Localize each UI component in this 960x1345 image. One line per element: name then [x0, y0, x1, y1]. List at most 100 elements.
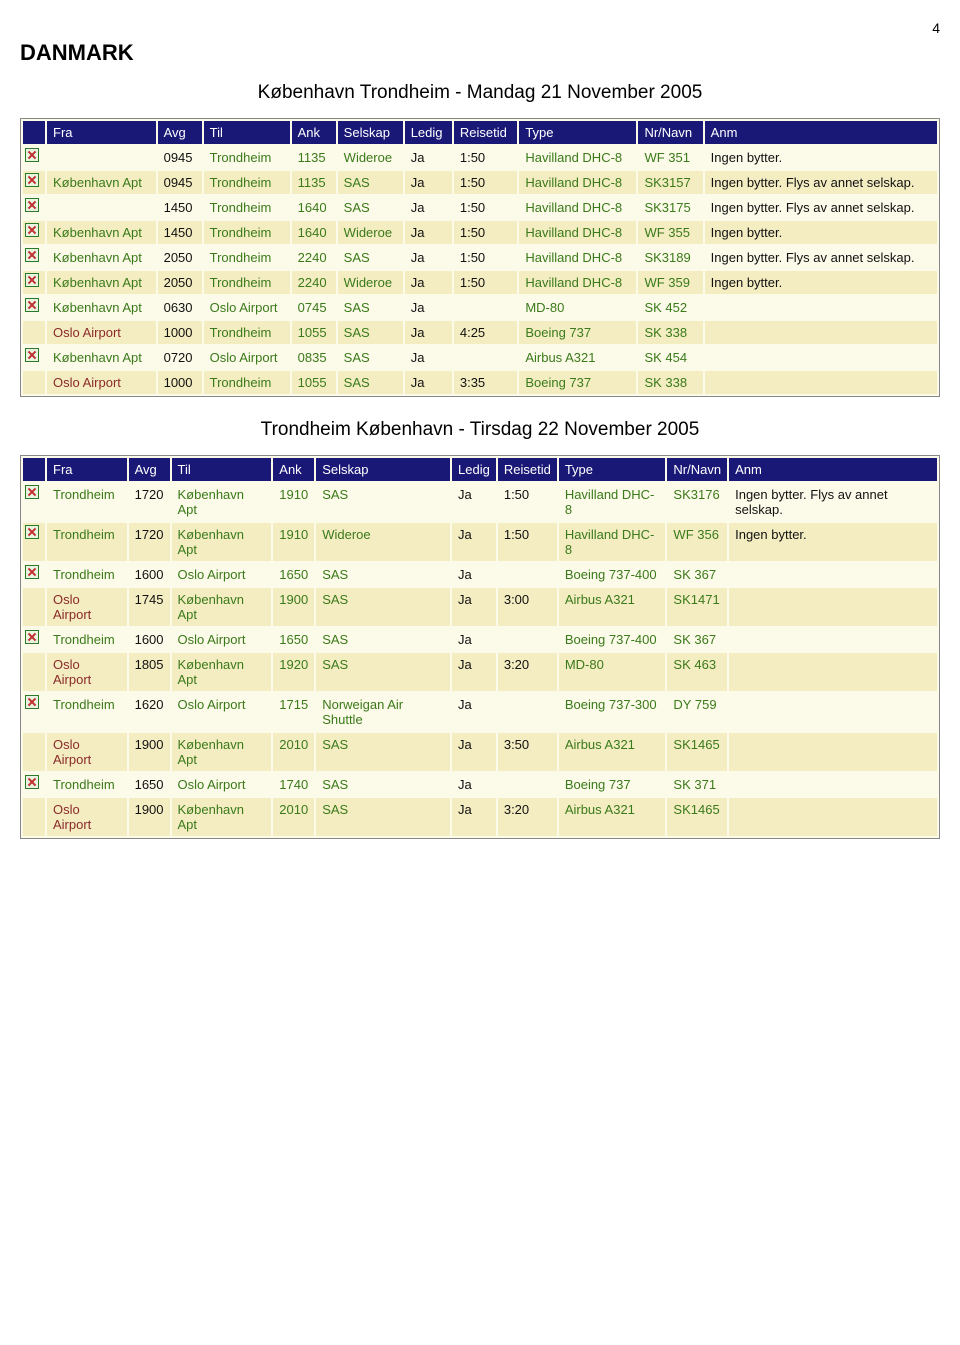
column-header: Nr/Navn: [667, 458, 727, 481]
cell-ank: 1910: [273, 483, 314, 521]
cell-nr: WF 356: [667, 523, 727, 561]
cell-til: Trondheim: [204, 321, 290, 344]
cell-anm: [729, 733, 937, 771]
column-header: Selskap: [316, 458, 450, 481]
table-row: Trondheim1720København Apt1910WideroeJa1…: [23, 523, 937, 561]
cell-nr: DY 759: [667, 693, 727, 731]
cell-nr: SK1465: [667, 733, 727, 771]
cell-avg: 1450: [158, 221, 202, 244]
table-row: København Apt0720Oslo Airport0835SASJaAi…: [23, 346, 937, 369]
table-row: København Apt2050Trondheim2240SASJa1:50H…: [23, 246, 937, 269]
cell-selskap: SAS: [338, 196, 403, 219]
cell-ank: 1055: [292, 371, 336, 394]
cell-icon: [23, 221, 45, 244]
cell-avg: 1720: [129, 523, 170, 561]
cell-ank: 1910: [273, 523, 314, 561]
cell-nr: SK3189: [638, 246, 702, 269]
cell-type: Havilland DHC-8: [519, 196, 636, 219]
marker-icon: [25, 248, 39, 262]
cell-avg: 1650: [129, 773, 170, 796]
cell-fra: Trondheim: [47, 483, 127, 521]
column-header: Reisetid: [498, 458, 557, 481]
cell-reisetid: 1:50: [498, 523, 557, 561]
cell-nr: SK 338: [638, 371, 702, 394]
column-header: Til: [172, 458, 272, 481]
cell-icon: [23, 246, 45, 269]
cell-fra: Oslo Airport: [47, 588, 127, 626]
cell-fra: København Apt: [47, 171, 156, 194]
table-row: København Apt0945Trondheim1135SASJa1:50H…: [23, 171, 937, 194]
cell-selskap: SAS: [316, 588, 450, 626]
cell-ledig: Ja: [452, 733, 496, 771]
cell-ledig: Ja: [452, 483, 496, 521]
cell-icon: [23, 628, 45, 651]
cell-fra: [47, 196, 156, 219]
cell-fra: Trondheim: [47, 523, 127, 561]
cell-reisetid: [498, 773, 557, 796]
cell-anm: [729, 628, 937, 651]
cell-avg: 1450: [158, 196, 202, 219]
cell-selskap: SAS: [338, 321, 403, 344]
column-header: Ledig: [452, 458, 496, 481]
cell-nr: WF 351: [638, 146, 702, 169]
cell-type: Boeing 737-400: [559, 563, 666, 586]
cell-nr: WF 359: [638, 271, 702, 294]
table-row: Trondheim1600Oslo Airport1650SASJaBoeing…: [23, 628, 937, 651]
cell-anm: [729, 653, 937, 691]
column-header: Ledig: [405, 121, 452, 144]
cell-selskap: Wideroe: [338, 221, 403, 244]
cell-selskap: SAS: [316, 563, 450, 586]
marker-icon: [25, 775, 39, 789]
cell-icon: [23, 321, 45, 344]
column-header: Nr/Navn: [638, 121, 702, 144]
cell-reisetid: 1:50: [454, 196, 517, 219]
cell-til: Trondheim: [204, 271, 290, 294]
cell-ank: 1920: [273, 653, 314, 691]
cell-ank: 1640: [292, 196, 336, 219]
cell-til: København Apt: [172, 798, 272, 836]
cell-fra: Trondheim: [47, 773, 127, 796]
cell-ledig: Ja: [405, 371, 452, 394]
cell-reisetid: [498, 628, 557, 651]
cell-ank: 1740: [273, 773, 314, 796]
table-row: 0945Trondheim1135WideroeJa1:50Havilland …: [23, 146, 937, 169]
section1-title: København Trondheim - Mandag 21 November…: [20, 82, 940, 104]
cell-avg: 0630: [158, 296, 202, 319]
cell-ank: 1135: [292, 146, 336, 169]
marker-icon: [25, 630, 39, 644]
cell-anm: Ingen bytter.: [705, 221, 937, 244]
cell-ank: 1650: [273, 563, 314, 586]
marker-icon: [25, 223, 39, 237]
cell-anm: Ingen bytter. Flys av annet selskap.: [705, 246, 937, 269]
cell-ledig: Ja: [452, 628, 496, 651]
cell-nr: SK3175: [638, 196, 702, 219]
cell-til: Oslo Airport: [204, 346, 290, 369]
cell-nr: SK 367: [667, 563, 727, 586]
cell-ledig: Ja: [405, 271, 452, 294]
cell-reisetid: [454, 346, 517, 369]
cell-reisetid: [498, 563, 557, 586]
table-row: Oslo Airport1900København Apt2010SASJa3:…: [23, 798, 937, 836]
cell-selskap: Wideroe: [338, 271, 403, 294]
column-header: Avg: [129, 458, 170, 481]
cell-icon: [23, 196, 45, 219]
cell-selskap: Wideroe: [316, 523, 450, 561]
cell-selskap: SAS: [338, 346, 403, 369]
cell-til: København Apt: [172, 653, 272, 691]
column-header: Til: [204, 121, 290, 144]
cell-icon: [23, 563, 45, 586]
cell-ledig: Ja: [452, 563, 496, 586]
cell-anm: Ingen bytter.: [705, 271, 937, 294]
cell-type: Airbus A321: [559, 733, 666, 771]
cell-anm: [705, 371, 937, 394]
cell-fra: København Apt: [47, 221, 156, 244]
table-row: Oslo Airport1000Trondheim1055SASJa4:25Bo…: [23, 321, 937, 344]
cell-til: Trondheim: [204, 196, 290, 219]
cell-icon: [23, 371, 45, 394]
section2-title: Trondheim København - Tirsdag 22 Novembe…: [20, 419, 940, 441]
cell-fra: København Apt: [47, 246, 156, 269]
cell-ank: 1135: [292, 171, 336, 194]
cell-nr: SK1471: [667, 588, 727, 626]
cell-type: Havilland DHC-8: [519, 271, 636, 294]
cell-selskap: SAS: [316, 483, 450, 521]
